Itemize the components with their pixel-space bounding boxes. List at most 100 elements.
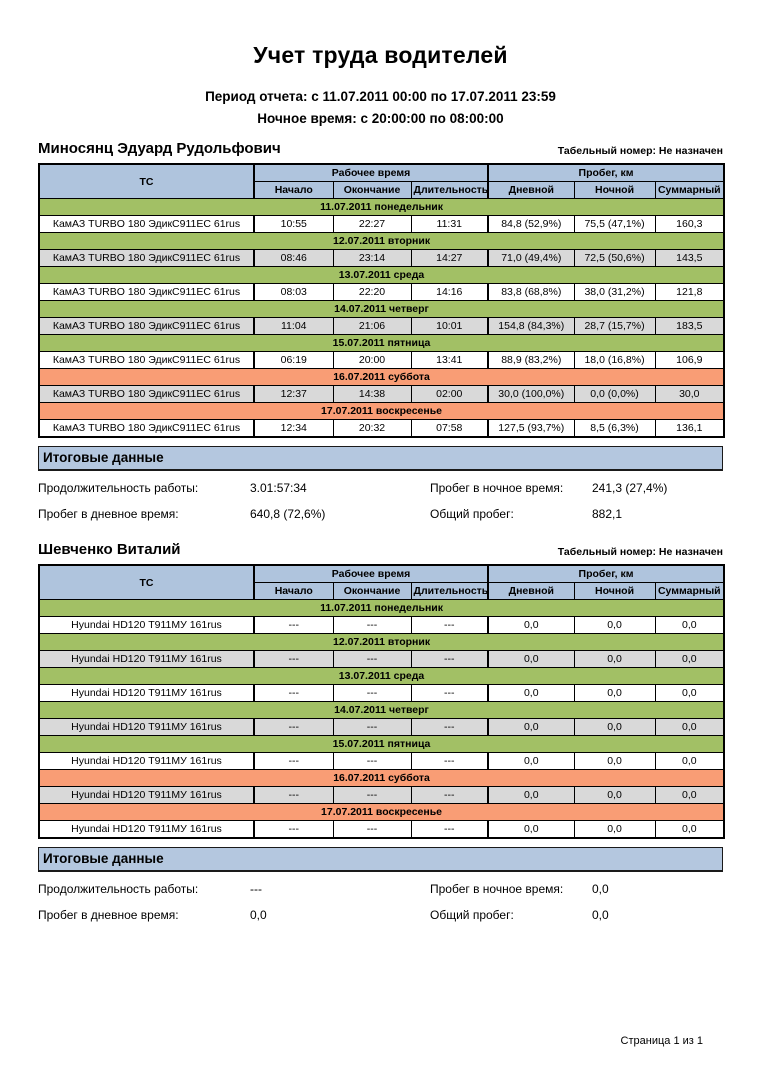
duration: ---	[410, 718, 489, 736]
vehicle-name: Hyundai HD120 Т911МУ 161rus	[38, 820, 255, 839]
table-head: ТС Рабочее время Пробег, км Начало Оконч…	[38, 564, 725, 600]
duration: ---	[410, 752, 489, 770]
duration: 14:27	[410, 249, 489, 267]
col-header-total-mileage: Суммарный	[654, 181, 725, 199]
driver-name: Миносянц Эдуард Рудольфович	[38, 140, 281, 157]
day-band-label: 16.07.2011 суббота	[38, 368, 725, 386]
day-band-label: 15.07.2011 пятница	[38, 334, 725, 352]
total-mileage: 106,9	[654, 351, 725, 369]
day-band-row: 17.07.2011 воскресенье	[38, 803, 725, 821]
driver-section-1: Миносянц Эдуард Рудольфович Табельный но…	[38, 140, 726, 527]
vehicle-name: Hyundai HD120 Т911МУ 161rus	[38, 752, 255, 770]
day-band-label: 17.07.2011 воскресенье	[38, 402, 725, 420]
driver-work-table: ТС Рабочее время Пробег, км Начало Оконч…	[38, 564, 726, 839]
day-mileage: 154,8 (84,3%)	[487, 317, 575, 335]
night-mileage: 72,5 (50,6%)	[573, 249, 656, 267]
day-mileage: 0,0	[487, 786, 575, 804]
day-band-label: 11.07.2011 понедельник	[38, 599, 725, 617]
day-band-label: 13.07.2011 среда	[38, 667, 725, 685]
day-band-row: 17.07.2011 воскресенье	[38, 402, 725, 420]
summary-row: Пробег в дневное время: 0,0 Общий пробег…	[38, 902, 723, 928]
day-band-label: 11.07.2011 понедельник	[38, 198, 725, 216]
driver-header: Шевченко Виталий Табельный номер: Не наз…	[38, 541, 723, 558]
total-mileage: 0,0	[654, 820, 725, 839]
summary-row: Пробег в дневное время: 640,8 (72,6%) Об…	[38, 501, 723, 527]
night-mileage: 28,7 (15,7%)	[573, 317, 656, 335]
summary-label-work-duration: Продолжительность работы:	[38, 882, 199, 896]
duration: 14:16	[410, 283, 489, 301]
summary-label-night-mileage: Пробег в ночное время:	[430, 481, 564, 495]
start-time: 08:03	[253, 283, 334, 301]
end-time: ---	[332, 752, 412, 770]
vehicle-name: Hyundai HD120 Т911МУ 161rus	[38, 786, 255, 804]
start-time: ---	[253, 820, 334, 839]
total-mileage: 0,0	[654, 752, 725, 770]
day-band-row: 15.07.2011 пятница	[38, 334, 725, 352]
duration: ---	[410, 786, 489, 804]
day-mileage: 0,0	[487, 820, 575, 839]
table-head: ТС Рабочее время Пробег, км Начало Оконч…	[38, 163, 725, 199]
day-band-label: 15.07.2011 пятница	[38, 735, 725, 753]
vehicle-data-row: Hyundai HD120 Т911МУ 161rus --- --- --- 0,0 0…	[38, 684, 725, 702]
duration: ---	[410, 820, 489, 839]
col-header-vehicle: ТС	[38, 564, 255, 600]
vehicle-data-row: КамАЗ TURBO 180 ЭдикС911ЕС 61rus 06:19 20:…	[38, 351, 725, 369]
day-mileage: 0,0	[487, 650, 575, 668]
vehicle-data-row: КамАЗ TURBO 180 ЭдикС911ЕС 61rus 10:55 22:…	[38, 215, 725, 233]
day-mileage: 0,0	[487, 752, 575, 770]
total-mileage: 143,5	[654, 249, 725, 267]
end-time: ---	[332, 786, 412, 804]
col-header-vehicle: ТС	[38, 163, 255, 199]
day-band-row: 12.07.2011 вторник	[38, 232, 725, 250]
day-band-row: 11.07.2011 понедельник	[38, 198, 725, 216]
end-time: ---	[332, 684, 412, 702]
start-time: ---	[253, 786, 334, 804]
vehicle-name: Hyundai HD120 Т911МУ 161rus	[38, 684, 255, 702]
summary-label-work-duration: Продолжительность работы:	[38, 481, 199, 495]
summary-title-bar: Итоговые данные	[38, 446, 723, 471]
duration: 02:00	[410, 385, 489, 403]
night-mileage: 38,0 (31,2%)	[573, 283, 656, 301]
summary-value-work-duration: ---	[250, 882, 262, 896]
end-time: 22:20	[332, 283, 412, 301]
summary-value-night-mileage: 241,3 (27,4%)	[592, 481, 668, 495]
total-mileage: 0,0	[654, 616, 725, 634]
day-band-row: 14.07.2011 четверг	[38, 701, 725, 719]
summary-grid: Продолжительность работы: 3.01:57:34 Про…	[38, 475, 723, 527]
day-band-row: 13.07.2011 среда	[38, 667, 725, 685]
day-mileage: 84,8 (52,9%)	[487, 215, 575, 233]
night-mileage: 0,0	[573, 786, 656, 804]
summary-label-total-mileage: Общий пробег:	[430, 908, 514, 922]
night-mileage: 75,5 (47,1%)	[573, 215, 656, 233]
duration: ---	[410, 684, 489, 702]
day-band-label: 16.07.2011 суббота	[38, 769, 725, 787]
summary-value-work-duration: 3.01:57:34	[250, 481, 307, 495]
day-mileage: 0,0	[487, 718, 575, 736]
col-header-end: Окончание	[332, 582, 412, 600]
day-mileage: 127,5 (93,7%)	[487, 419, 575, 438]
day-band-label: 17.07.2011 воскресенье	[38, 803, 725, 821]
night-mileage: 0,0	[573, 650, 656, 668]
vehicle-data-row: КамАЗ TURBO 180 ЭдикС911ЕС 61rus 08:46 23:…	[38, 249, 725, 267]
personnel-number: Табельный номер: Не назначен	[557, 546, 723, 558]
driver-header: Миносянц Эдуард Рудольфович Табельный но…	[38, 140, 723, 157]
end-time: ---	[332, 820, 412, 839]
end-time: 20:32	[332, 419, 412, 438]
col-header-day-mileage: Дневной	[487, 181, 575, 199]
duration: 11:31	[410, 215, 489, 233]
vehicle-data-row: Hyundai HD120 Т911МУ 161rus --- --- --- 0,0 0…	[38, 786, 725, 804]
vehicle-data-row: КамАЗ TURBO 180 ЭдикС911ЕС 61rus 12:34 20:…	[38, 419, 725, 438]
summary-label-day-mileage: Пробег в дневное время:	[38, 507, 179, 521]
start-time: ---	[253, 650, 334, 668]
summary-value-day-mileage: 0,0	[250, 908, 267, 922]
day-band-row: 12.07.2011 вторник	[38, 633, 725, 651]
summary-title-bar: Итоговые данные	[38, 847, 723, 872]
night-mileage: 0,0	[573, 684, 656, 702]
end-time: ---	[332, 616, 412, 634]
summary-row: Продолжительность работы: --- Пробег в н…	[38, 876, 723, 902]
day-band-label: 14.07.2011 четверг	[38, 701, 725, 719]
vehicle-name: КамАЗ TURBO 180 ЭдикС911ЕС 61rus	[38, 419, 255, 438]
vehicle-name: Hyundai HD120 Т911МУ 161rus	[38, 650, 255, 668]
summary-label-total-mileage: Общий пробег:	[430, 507, 514, 521]
vehicle-name: КамАЗ TURBO 180 ЭдикС911ЕС 61rus	[38, 283, 255, 301]
